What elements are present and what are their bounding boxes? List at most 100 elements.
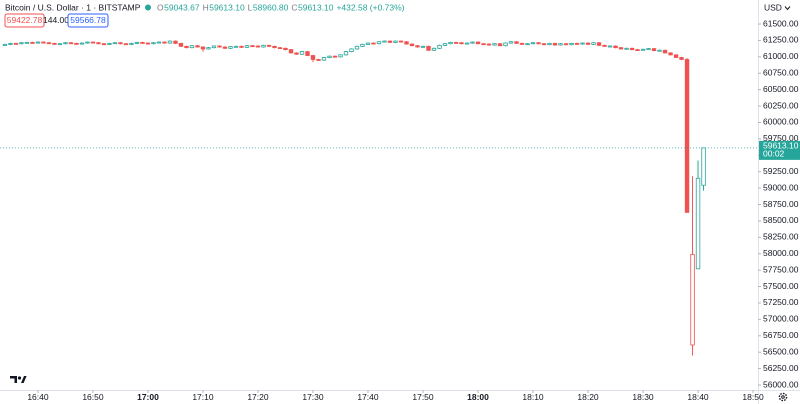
candle-body: [624, 47, 629, 50]
candle-body: [574, 42, 580, 45]
x-tick-label: 18:00: [467, 392, 489, 402]
candle-body: [470, 41, 475, 44]
candle-body: [233, 45, 239, 48]
candle-body: [112, 42, 118, 45]
candle-body: [376, 41, 382, 45]
candle-body: [409, 43, 415, 47]
candle-body: [459, 42, 464, 45]
logo-part: [17, 376, 22, 380]
buy-button[interactable]: [67, 13, 109, 28]
sell-price: 59422.78: [7, 15, 43, 25]
y-tick-label: 59250.00: [763, 166, 799, 176]
candle-body: [140, 41, 145, 44]
y-tick-label: 59750.00: [763, 133, 799, 143]
tradingview-logo: [10, 376, 27, 383]
x-tick-label: 18:10: [522, 392, 544, 402]
candle-body: [173, 40, 178, 44]
y-tick-label: 61500.00: [763, 18, 799, 28]
candle-body: [118, 42, 123, 45]
y-tick-label: 60250.00: [763, 100, 799, 110]
candle-body: [635, 49, 640, 52]
y-tick-label: 58500.00: [763, 215, 799, 225]
candle-body: [41, 41, 46, 44]
candle-body: [349, 48, 354, 52]
candle-body: [387, 40, 393, 43]
y-tick-label: 56500.00: [763, 346, 799, 356]
candle-body: [343, 51, 349, 56]
candle-body: [657, 49, 662, 52]
candle-body: [354, 45, 360, 50]
sell-button[interactable]: [4, 13, 45, 28]
ohlc-value: 58960.80: [253, 2, 289, 12]
candle-body: [52, 42, 57, 45]
candle-body: [580, 42, 585, 45]
candle-body: [255, 45, 261, 48]
candle-body: [184, 45, 189, 49]
candle-body: [145, 42, 151, 45]
gear-center: [781, 395, 785, 399]
candle-body: [35, 41, 41, 44]
candle-body: [360, 43, 365, 47]
candle-body: [68, 42, 74, 45]
settings-button[interactable]: [778, 392, 788, 402]
y-tick-label: 59000.00: [763, 182, 799, 192]
candle-body: [195, 45, 200, 48]
x-tick-label: 17:30: [302, 392, 324, 402]
candle-body: [640, 48, 646, 51]
buy-price: 59566.78: [70, 15, 106, 25]
candle-body: [57, 43, 63, 46]
market-status-dot: [145, 4, 151, 11]
candle-body: [514, 41, 519, 44]
header: Bitcoin / U.S. Dollar · 1 · BITSTAMP 594…: [4, 2, 405, 28]
candle-body: [629, 47, 635, 51]
x-tick-label: 17:00: [137, 392, 159, 402]
candle-body: [19, 42, 24, 45]
change: +432.58 (+0.73%): [336, 2, 404, 12]
candle-body: [695, 177, 701, 270]
ohlc-key: O: [157, 2, 164, 12]
last-price-box: [759, 140, 800, 160]
y-tick-label: 61000.00: [763, 51, 799, 61]
candle-body: [63, 42, 68, 45]
y-tick-label: 56750.00: [763, 330, 799, 340]
candle-body: [79, 42, 85, 45]
candle-body: [156, 41, 162, 44]
candle-body: [503, 42, 508, 47]
logo-part: [21, 376, 27, 383]
candle-body: [85, 41, 90, 44]
y-tick-label: 57750.00: [763, 264, 799, 274]
candle-body: [189, 45, 195, 49]
candle-body: [123, 43, 129, 46]
candle-body: [646, 48, 651, 51]
y-tick-label: 57250.00: [763, 297, 799, 307]
currency[interactable]: USD: [764, 2, 782, 12]
x-tick-label: 18:40: [687, 392, 709, 402]
candle-body: [2, 43, 8, 46]
candle-body: [420, 45, 426, 48]
candle-body: [464, 42, 470, 45]
candle-body: [558, 43, 563, 46]
y-tick-label: 58000.00: [763, 248, 799, 258]
y-tick-label: 61250.00: [763, 35, 799, 45]
candle-body: [288, 49, 294, 54]
candle-body: [668, 52, 673, 56]
candle-body: [371, 42, 376, 45]
candle-body: [239, 45, 244, 48]
candle-body: [30, 41, 35, 44]
candle-body: [536, 42, 541, 45]
candle-body: [74, 42, 79, 45]
ohlc-value: 59043.67: [164, 2, 200, 12]
logo-part: [10, 376, 17, 383]
candle-body: [662, 49, 668, 54]
candle-body: [211, 45, 217, 49]
y-tick-label: 58250.00: [763, 232, 799, 242]
candle-body: [283, 47, 288, 51]
ohlc-key: L: [248, 2, 253, 12]
x-tick-label: 17:50: [412, 392, 434, 402]
candle-body: [294, 52, 299, 55]
x-tick-label: 18:50: [742, 392, 764, 402]
candle-body: [162, 41, 167, 44]
candle-body: [178, 42, 184, 47]
